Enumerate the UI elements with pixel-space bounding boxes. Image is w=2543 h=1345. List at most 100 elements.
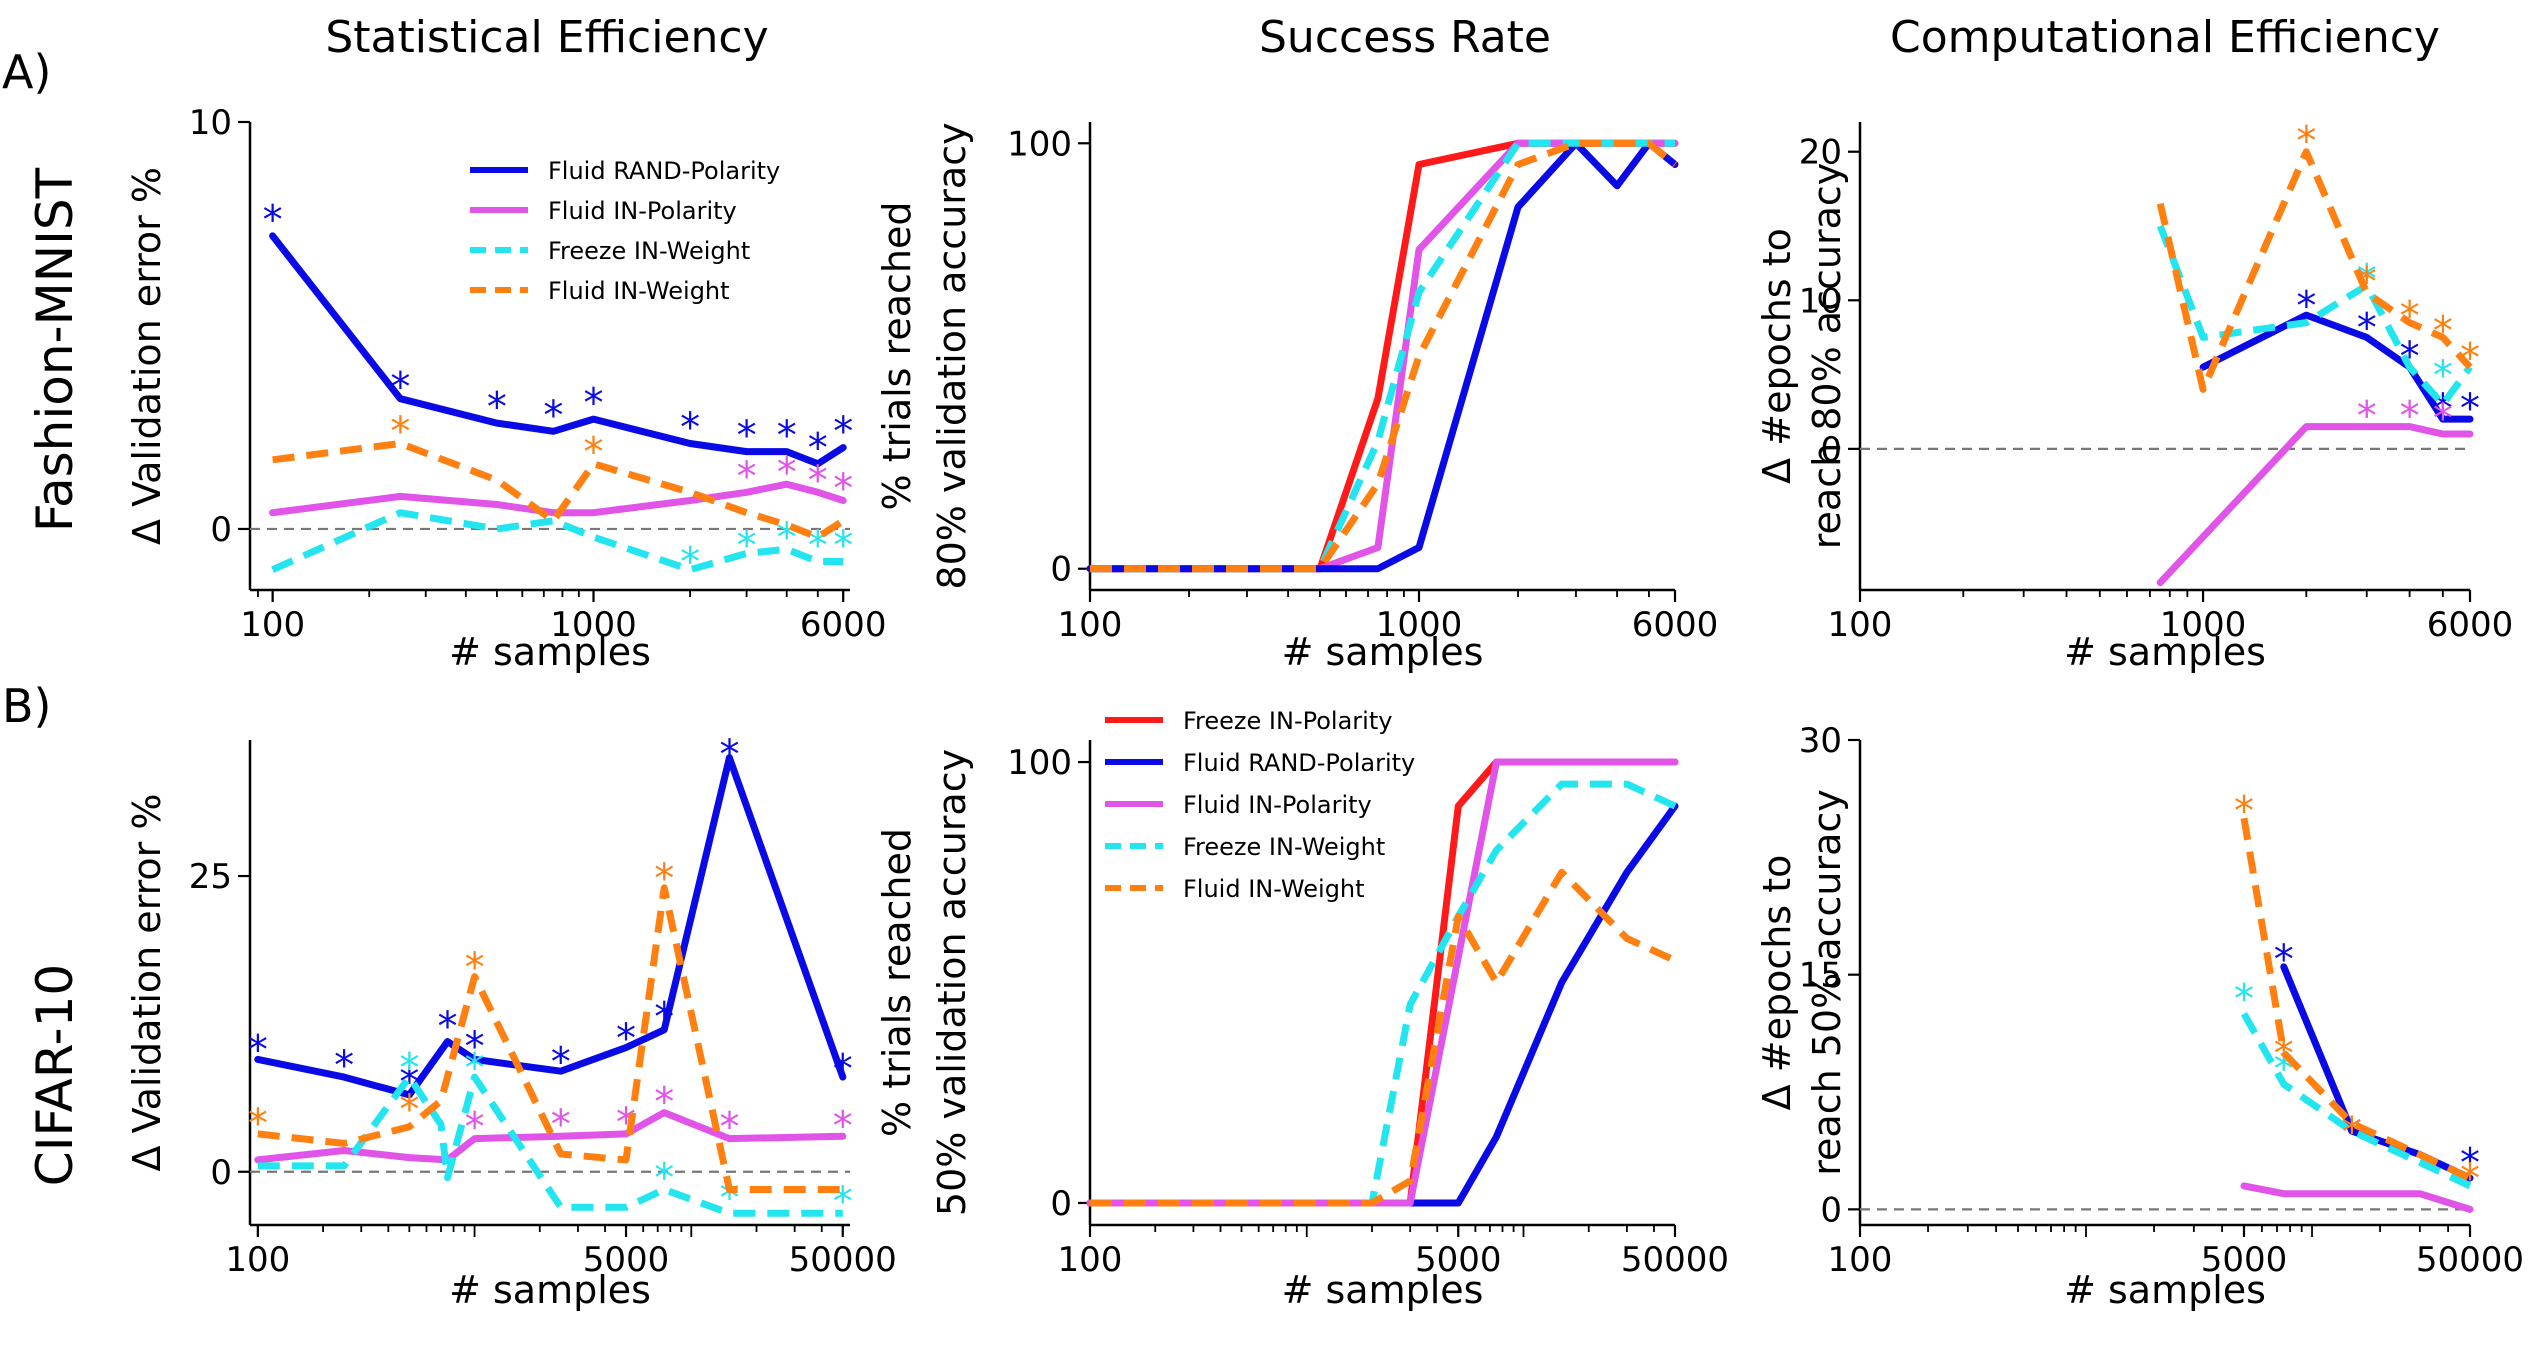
y-tick-label: 15 <box>1799 956 1842 996</box>
x-tick-label: 100 <box>1058 1240 1123 1280</box>
x-tick-label: 5000 <box>2201 1240 2288 1280</box>
y-axis-label: % trials reached <box>875 202 919 511</box>
significance-star: * <box>334 1043 354 1089</box>
series-line-fluid-in-weight <box>272 440 846 541</box>
panel-label-a: A) <box>2 45 51 99</box>
y-axis-label: reach 50% accuracy <box>1805 789 1849 1176</box>
significance-star: * <box>2357 257 2377 303</box>
x-tick-label: 5000 <box>583 1240 670 1280</box>
series-line-fluid-in-weight <box>1090 139 1678 573</box>
significance-star: * <box>2433 309 2453 355</box>
significance-star: * <box>551 1102 571 1148</box>
x-axis-label: # samples <box>449 1268 651 1312</box>
significance-star: * <box>248 1028 268 1074</box>
significance-star: * <box>437 1004 457 1050</box>
y-tick-label: 0 <box>210 510 232 550</box>
y-tick-label: 20 <box>1799 133 1842 173</box>
significance-star: * <box>2357 306 2377 352</box>
significance-star: * <box>833 466 853 512</box>
legend-label: Freeze IN-Weight <box>1183 833 1385 861</box>
series-line-fluid-rand-polarity <box>269 232 847 468</box>
significance-star: * <box>2274 937 2294 983</box>
row-label-fashion-mnist: Fashion-MNIST <box>26 167 84 532</box>
significance-star: * <box>833 409 853 455</box>
chart-a1: 100 1000 6000 0 10 # samples Δ Validation erro… <box>125 103 886 674</box>
significance-star: * <box>543 393 563 439</box>
y-tick-label: 30 <box>1799 721 1842 761</box>
y-tick-label: 100 <box>1007 124 1072 164</box>
significance-star: * <box>584 381 604 427</box>
significance-star: * <box>390 364 410 410</box>
x-tick-label: 100 <box>1828 1240 1893 1280</box>
significance-star: * <box>399 1060 419 1106</box>
y-axis-label: Δ Validation error % <box>125 167 169 545</box>
y-tick-label: 10 <box>1799 281 1842 321</box>
legend-label: Fluid IN-Polarity <box>1183 791 1372 819</box>
significance-star: * <box>487 385 507 431</box>
series-line-fluid-rand-polarity <box>1086 139 1679 573</box>
significance-star: * <box>737 413 757 459</box>
significance-star: * <box>2460 335 2480 381</box>
x-tick-label: 50000 <box>2416 1240 2524 1280</box>
column-title-computational-efficiency: Computational Efficiency <box>1890 12 2440 63</box>
series-line-fluid-in-weight <box>2240 817 2472 1182</box>
significance-star: * <box>833 1103 853 1149</box>
series-line-fluid-in-polarity <box>2156 423 2474 587</box>
legend-label: Fluid RAND-Polarity <box>548 157 780 185</box>
series-line-freeze-in-weight <box>1090 139 1675 573</box>
column-title-statistical-efficiency: Statistical Efficiency <box>325 12 768 63</box>
legend: Fluid RAND-Polarity Fluid IN-Polarity Free… <box>470 157 780 305</box>
significance-star: * <box>2357 260 2377 306</box>
significance-star: * <box>465 1105 485 1151</box>
y-axis-label: Δ #epochs to <box>1755 228 1799 484</box>
panel-label-b: B) <box>2 679 52 733</box>
significance-star: * <box>465 945 485 991</box>
significance-star: * <box>777 450 797 496</box>
x-tick-label: 6000 <box>800 605 887 645</box>
y-axis-label: Δ Validation error % <box>125 794 169 1172</box>
significance-star: * <box>808 458 828 504</box>
series-line-fluid-in-polarity <box>1086 758 1679 1207</box>
significance-star: * <box>2296 118 2316 164</box>
significance-star: * <box>465 1024 485 1070</box>
y-tick-label: 10 <box>189 103 232 143</box>
legend-label: Fluid IN-Weight <box>1183 875 1365 903</box>
significance-star: * <box>551 1039 571 1085</box>
significance-star: * <box>737 523 757 569</box>
x-axis-label: # samples <box>1282 630 1484 674</box>
y-tick-label: 0 <box>1050 1184 1072 1224</box>
y-axis-label: 80% validation accuracy <box>930 122 974 589</box>
significance-star: * <box>390 409 410 455</box>
x-tick-label: 100 <box>225 1240 290 1280</box>
legend-label: Fluid IN-Polarity <box>548 197 737 225</box>
significance-star: * <box>2342 1109 2362 1155</box>
y-axis-label: 50% validation accuracy <box>930 749 974 1216</box>
x-tick-label: 1000 <box>1376 605 1463 645</box>
significance-star: * <box>2234 789 2254 835</box>
y-axis-label: % trials reached <box>875 828 919 1137</box>
x-tick-label: 6000 <box>1632 605 1719 645</box>
significance-star: * <box>399 1045 419 1091</box>
row-label-cifar-10: CIFAR-10 <box>26 964 84 1186</box>
series-line-fluid-rand-polarity <box>2199 311 2474 423</box>
significance-star: * <box>833 1047 853 1093</box>
legend-label: Freeze IN-Weight <box>548 237 750 265</box>
y-axis-label: Δ #epochs to <box>1755 855 1799 1111</box>
significance-star: * <box>654 1080 674 1126</box>
x-tick-label: 5000 <box>1415 1240 1502 1280</box>
significance-star: * <box>399 1087 419 1133</box>
x-tick-label: 50000 <box>1621 1240 1729 1280</box>
x-tick-label: 100 <box>1058 605 1123 645</box>
significance-star: * <box>680 405 700 451</box>
significance-star: * <box>2433 353 2453 399</box>
significance-star: * <box>833 1179 853 1225</box>
significance-star: * <box>248 1101 268 1147</box>
legend-label: Fluid IN-Weight <box>548 277 730 305</box>
y-tick-label: 0 <box>1820 430 1842 470</box>
series-line-fluid-in-weight <box>2156 148 2473 393</box>
significance-star: * <box>2460 1156 2480 1202</box>
significance-star: * <box>719 732 739 778</box>
y-tick-label: 0 <box>1820 1190 1842 1230</box>
